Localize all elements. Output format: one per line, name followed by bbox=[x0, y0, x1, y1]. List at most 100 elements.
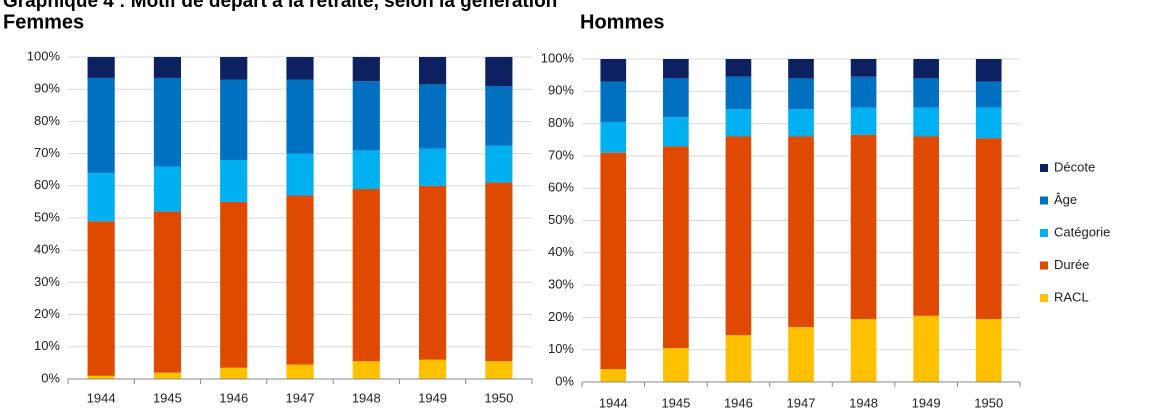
bar-segment bbox=[418, 57, 447, 85]
bar-segment bbox=[975, 138, 1002, 320]
bar-segment bbox=[913, 136, 939, 316]
x-tick-label: 1948 bbox=[849, 395, 878, 410]
bar-segment bbox=[87, 57, 115, 78]
chart-title: Hommes bbox=[580, 11, 664, 33]
bar-segment bbox=[153, 211, 182, 373]
x-tick-label: 1946 bbox=[724, 395, 753, 410]
bar-segment bbox=[485, 57, 513, 86]
bar-segment bbox=[220, 367, 248, 379]
bar-segment bbox=[87, 221, 115, 376]
y-tick-label: 50% bbox=[548, 212, 574, 227]
legend-label: Âge bbox=[1054, 192, 1077, 207]
bar-segment bbox=[600, 121, 627, 153]
bar-segment bbox=[850, 107, 877, 135]
bar-segment bbox=[663, 146, 689, 349]
bar-segment bbox=[418, 148, 447, 186]
x-tick-label: 1944 bbox=[87, 390, 116, 405]
bar-segment bbox=[913, 78, 939, 108]
bar-segment bbox=[850, 134, 877, 320]
bar-segment bbox=[788, 327, 814, 382]
bar-segment bbox=[418, 185, 447, 360]
bar-segment bbox=[352, 150, 380, 190]
bar-segment bbox=[663, 117, 689, 147]
y-tick-label: 0% bbox=[555, 373, 574, 388]
y-tick-label: 70% bbox=[548, 147, 574, 162]
bar-segment bbox=[725, 59, 752, 77]
x-tick-label: 1947 bbox=[787, 395, 816, 410]
bar-segment bbox=[485, 85, 513, 146]
y-tick-label: 20% bbox=[548, 309, 574, 324]
bar-segment bbox=[87, 77, 115, 173]
bar-segment bbox=[850, 59, 877, 77]
y-tick-label: 60% bbox=[34, 177, 60, 192]
y-tick-label: 80% bbox=[548, 115, 574, 130]
bar-segment bbox=[788, 136, 814, 328]
bar-segment bbox=[87, 375, 115, 379]
bar-segment bbox=[220, 160, 248, 202]
bar-segment bbox=[975, 81, 1002, 108]
page-title: Graphique 4 : Motif de départ à la retra… bbox=[3, 0, 557, 12]
legend-label: Durée bbox=[1054, 257, 1089, 272]
legend-label: Décote bbox=[1054, 159, 1095, 174]
bar-segment bbox=[975, 59, 1002, 82]
bar-segment bbox=[286, 195, 314, 365]
y-tick-label: 70% bbox=[34, 145, 60, 160]
bar-segment bbox=[663, 348, 689, 382]
bar-segment bbox=[975, 319, 1002, 382]
bar-segment bbox=[725, 136, 752, 336]
x-tick-label: 1949 bbox=[912, 395, 941, 410]
y-tick-label: 20% bbox=[34, 306, 60, 321]
y-tick-label: 50% bbox=[34, 209, 60, 224]
legend-swatch bbox=[1040, 164, 1048, 172]
bar-segment bbox=[913, 59, 939, 79]
bar-segment bbox=[485, 145, 513, 183]
x-tick-label: 1950 bbox=[974, 395, 1003, 410]
bar-segment bbox=[352, 57, 380, 82]
legend-swatch bbox=[1040, 261, 1048, 270]
y-tick-label: 90% bbox=[548, 83, 574, 98]
y-tick-label: 30% bbox=[548, 277, 574, 292]
bar-segment bbox=[87, 172, 115, 222]
bar-segment bbox=[788, 109, 814, 137]
y-tick-label: 10% bbox=[548, 341, 574, 356]
bar-segment bbox=[220, 57, 248, 80]
bar-segment bbox=[286, 364, 314, 379]
bar-segment bbox=[418, 84, 447, 149]
x-tick-label: 1945 bbox=[661, 395, 690, 410]
legend-swatch bbox=[1040, 294, 1048, 302]
y-tick-label: 10% bbox=[34, 338, 60, 353]
x-tick-label: 1949 bbox=[418, 390, 447, 405]
bar-segment bbox=[725, 76, 752, 110]
bar-segment bbox=[286, 79, 314, 154]
bar-segment bbox=[418, 359, 447, 379]
bar-segment bbox=[600, 369, 627, 382]
y-tick-label: 30% bbox=[34, 274, 60, 289]
legend-swatch bbox=[1040, 196, 1048, 205]
y-tick-label: 40% bbox=[548, 244, 574, 259]
bar-segment bbox=[663, 78, 689, 118]
bar-segment bbox=[600, 152, 627, 370]
x-tick-label: 1947 bbox=[286, 390, 315, 405]
bar-segment bbox=[850, 319, 877, 382]
bar-segment bbox=[600, 81, 627, 122]
bar-segment bbox=[220, 201, 248, 368]
x-tick-label: 1948 bbox=[352, 390, 381, 405]
bar-segment bbox=[725, 109, 752, 137]
x-tick-label: 1950 bbox=[484, 390, 513, 405]
bar-segment bbox=[850, 76, 877, 108]
bar-segment bbox=[153, 166, 182, 212]
chart-title: Femmes bbox=[3, 11, 84, 33]
x-tick-label: 1945 bbox=[153, 390, 182, 405]
legend-swatch bbox=[1040, 229, 1048, 237]
bar-segment bbox=[788, 78, 814, 110]
y-tick-label: 90% bbox=[34, 81, 60, 96]
bar-segment bbox=[286, 153, 314, 196]
bar-segment bbox=[913, 107, 939, 137]
x-tick-label: 1944 bbox=[599, 395, 628, 410]
bar-segment bbox=[352, 189, 380, 362]
legend-label: Catégorie bbox=[1054, 224, 1110, 239]
bar-segment bbox=[153, 77, 182, 167]
bar-segment bbox=[913, 315, 939, 382]
bar-segment bbox=[725, 335, 752, 382]
